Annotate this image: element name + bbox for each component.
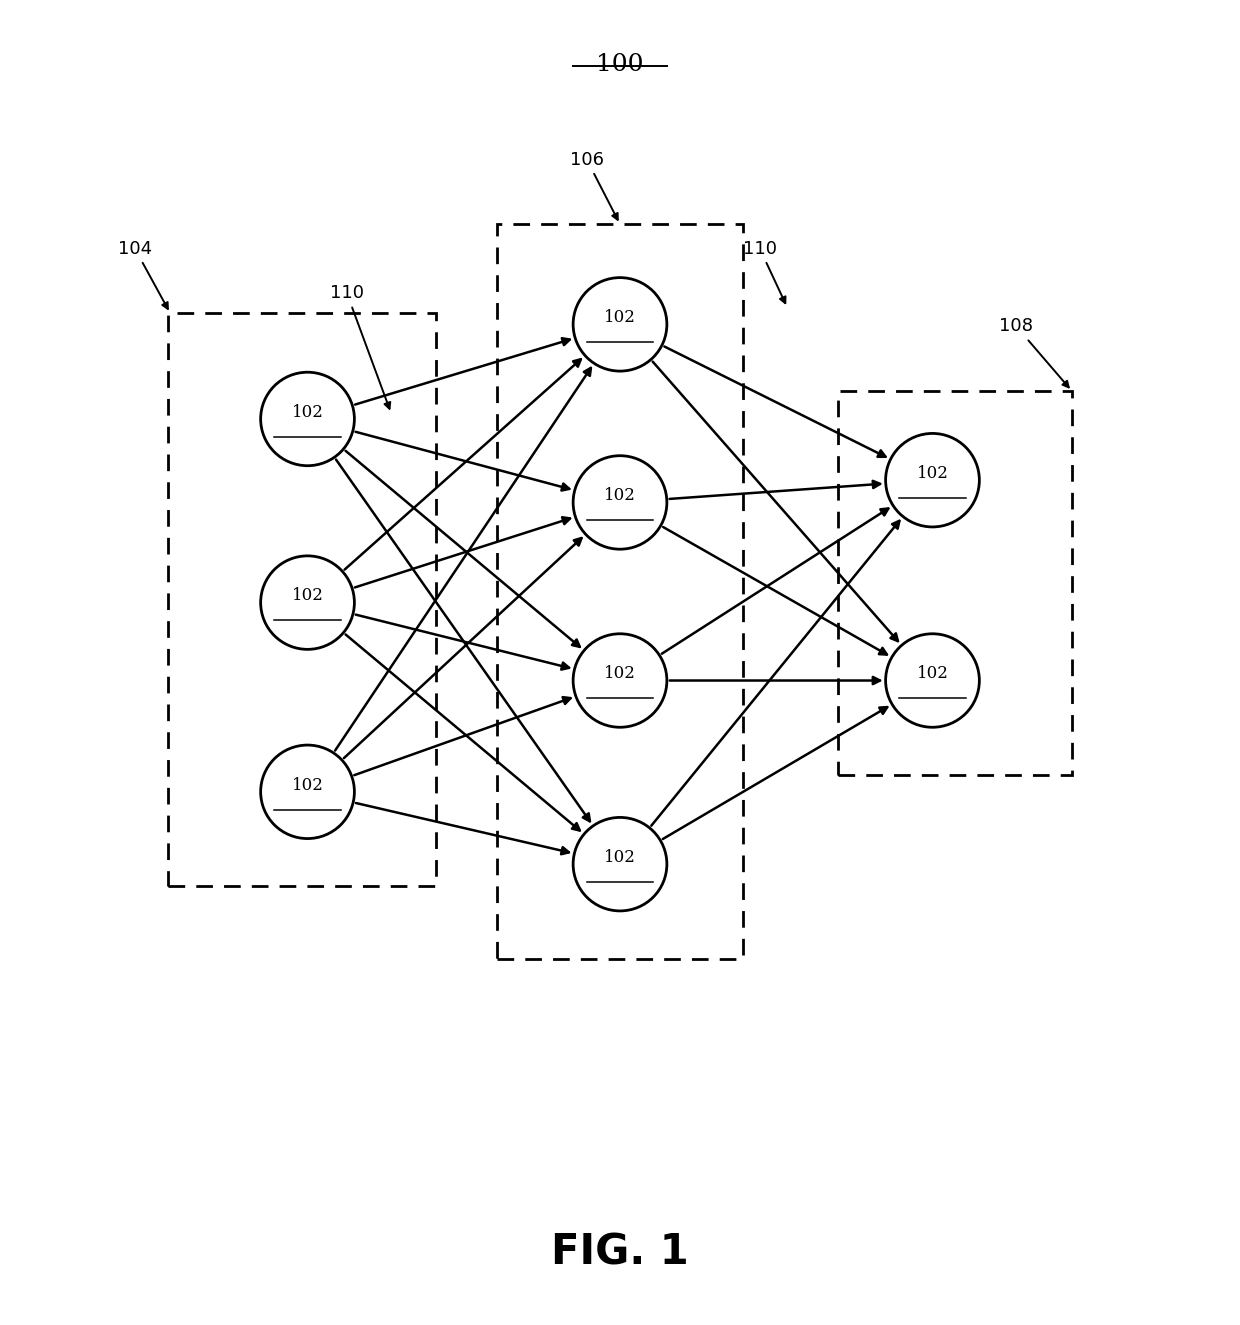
Text: 102: 102 — [291, 587, 324, 604]
Circle shape — [573, 818, 667, 910]
Circle shape — [885, 433, 980, 527]
Bar — [837, 391, 1071, 775]
Text: 108: 108 — [999, 318, 1069, 387]
Circle shape — [885, 633, 980, 727]
Circle shape — [260, 745, 355, 839]
Text: 102: 102 — [291, 776, 324, 794]
Circle shape — [573, 278, 667, 371]
Bar — [497, 224, 743, 959]
Text: 100: 100 — [596, 53, 644, 76]
Text: 102: 102 — [916, 665, 949, 682]
Text: 104: 104 — [118, 240, 167, 309]
Text: 102: 102 — [916, 465, 949, 482]
Circle shape — [260, 556, 355, 649]
Bar — [167, 313, 436, 886]
Text: FIG. 1: FIG. 1 — [551, 1231, 689, 1273]
Circle shape — [573, 456, 667, 549]
Circle shape — [573, 633, 667, 727]
Text: 110: 110 — [330, 284, 391, 408]
Text: 102: 102 — [604, 665, 636, 682]
Text: 102: 102 — [604, 488, 636, 505]
Circle shape — [260, 372, 355, 465]
Text: 102: 102 — [291, 404, 324, 421]
Text: 110: 110 — [743, 240, 785, 303]
Text: 102: 102 — [604, 849, 636, 867]
Text: 102: 102 — [604, 309, 636, 326]
Text: 106: 106 — [569, 151, 618, 220]
